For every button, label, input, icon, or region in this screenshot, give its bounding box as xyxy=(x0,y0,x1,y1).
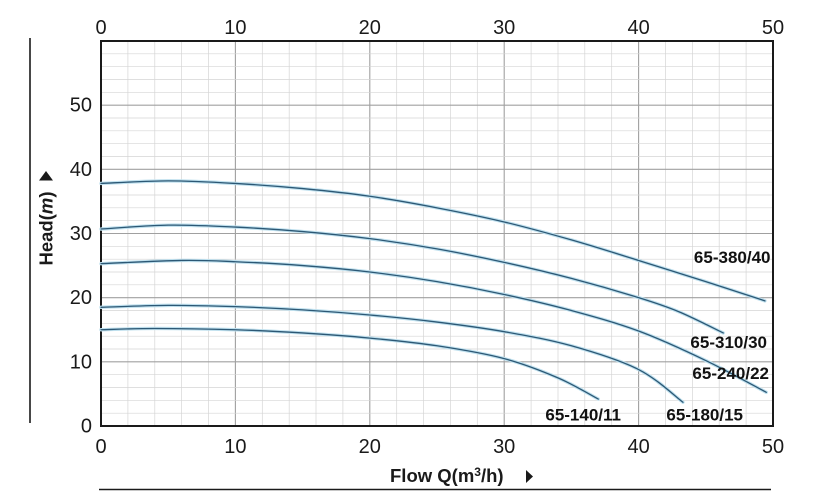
svg-text:0: 0 xyxy=(95,436,106,458)
svg-text:0: 0 xyxy=(81,416,92,438)
svg-text:0: 0 xyxy=(95,17,106,39)
svg-text:20: 20 xyxy=(359,17,381,39)
svg-text:20: 20 xyxy=(70,287,92,309)
svg-text:10: 10 xyxy=(224,436,246,458)
svg-text:50: 50 xyxy=(762,17,784,39)
svg-text:20: 20 xyxy=(359,436,381,458)
svg-text:65-240/22: 65-240/22 xyxy=(692,364,769,383)
svg-text:65-140/11: 65-140/11 xyxy=(545,406,621,425)
svg-text:50: 50 xyxy=(70,95,92,117)
svg-text:40: 40 xyxy=(627,17,649,39)
svg-text:65-180/15: 65-180/15 xyxy=(666,406,743,425)
svg-text:30: 30 xyxy=(493,17,515,39)
svg-text:10: 10 xyxy=(70,351,92,373)
svg-text:10: 10 xyxy=(224,17,246,39)
svg-text:Head(m): Head(m) xyxy=(36,191,57,265)
svg-text:40: 40 xyxy=(627,436,649,458)
svg-text:65-310/30: 65-310/30 xyxy=(690,333,767,352)
svg-text:Flow Q(m3/h): Flow Q(m3/h) xyxy=(390,465,504,486)
svg-text:50: 50 xyxy=(762,436,784,458)
svg-text:30: 30 xyxy=(493,436,515,458)
svg-text:30: 30 xyxy=(70,223,92,245)
svg-text:40: 40 xyxy=(70,159,92,181)
svg-text:65-380/40: 65-380/40 xyxy=(694,248,771,267)
